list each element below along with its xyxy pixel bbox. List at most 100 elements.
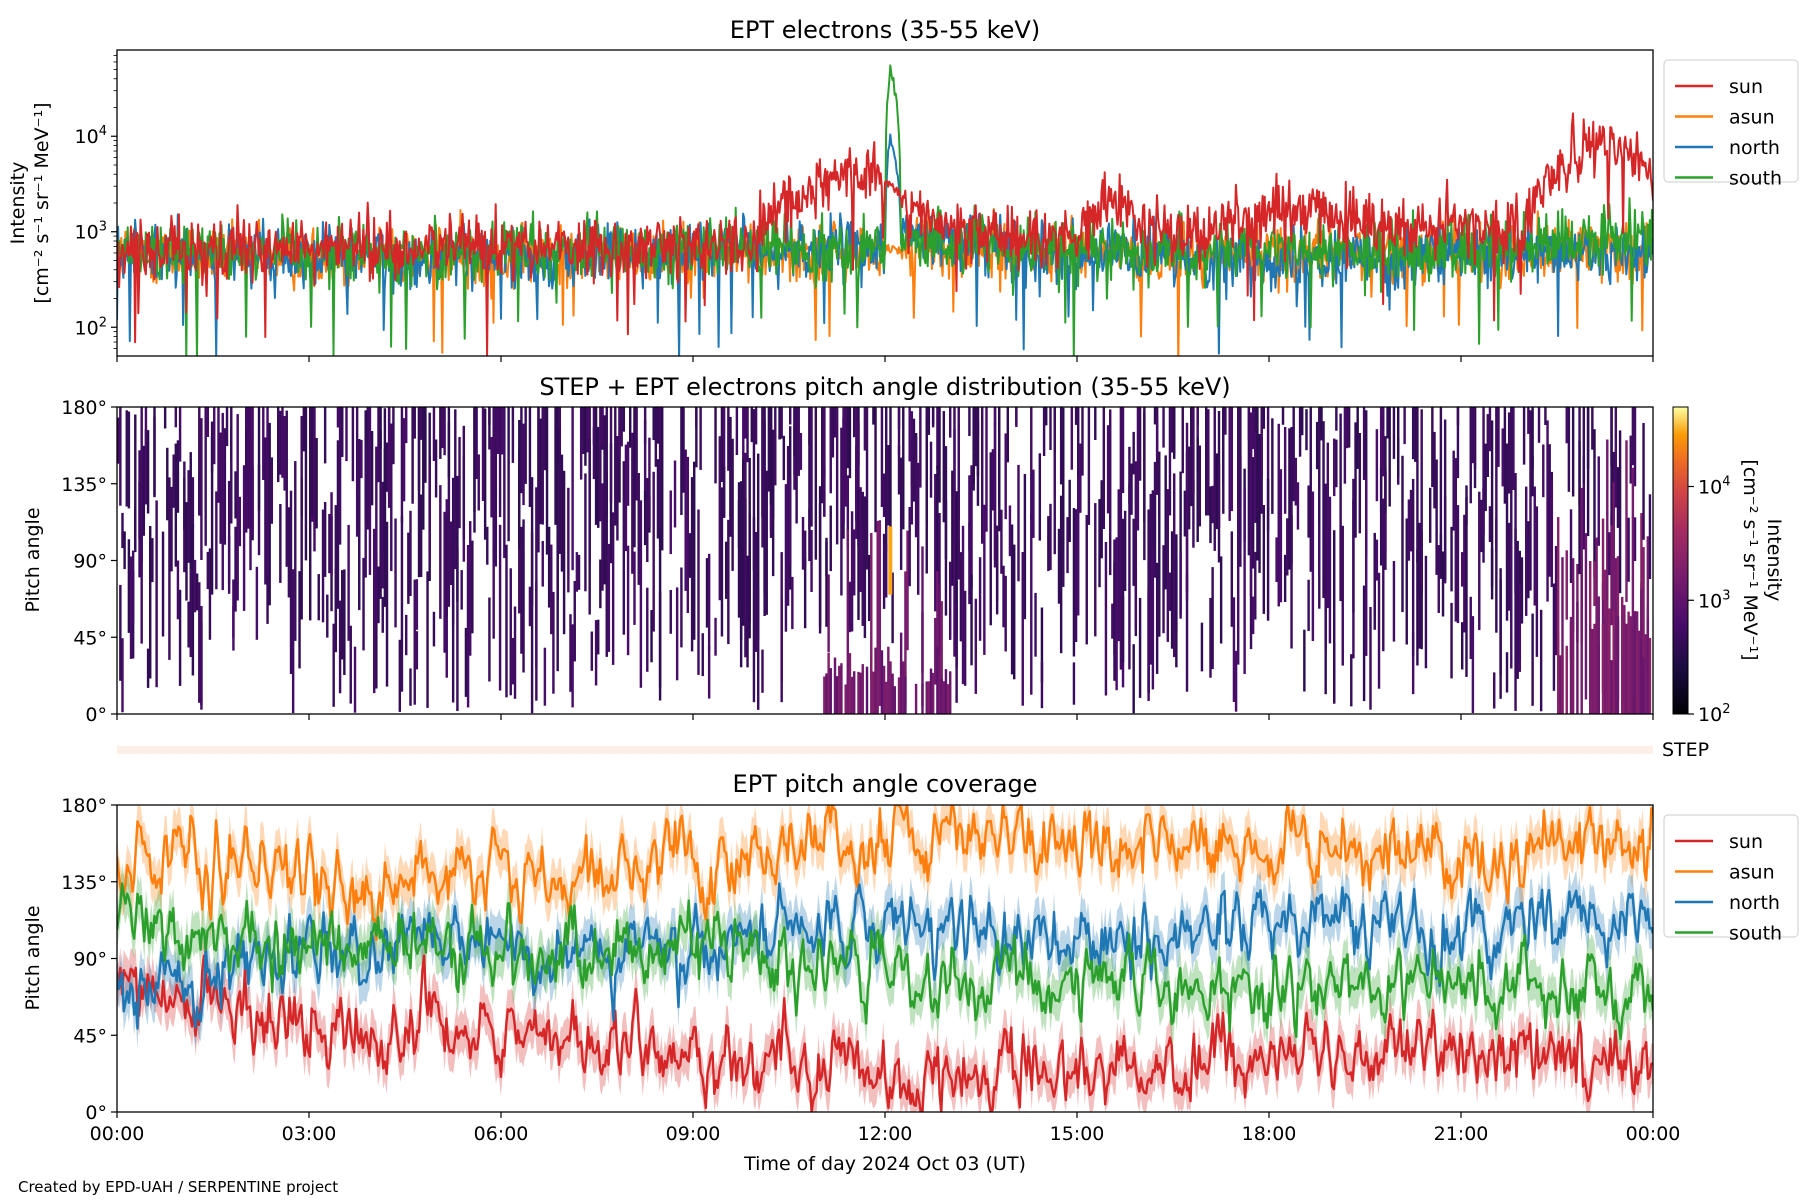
heatmap-cell: [1247, 407, 1251, 441]
heatmap-cell: [1603, 618, 1607, 714]
heatmap-cell: [449, 521, 453, 585]
heatmap-cell: [1606, 599, 1609, 714]
heatmap-cell: [622, 407, 626, 432]
heatmap-cell: [882, 665, 886, 714]
heatmap-cell: [680, 407, 683, 515]
heatmap-cell: [914, 437, 918, 538]
heatmap-cell: [1192, 480, 1195, 548]
heatmap-cell: [300, 416, 303, 516]
heatmap-cell: [616, 436, 619, 541]
heatmap-cell: [185, 502, 188, 601]
heatmap-cell: [332, 623, 335, 707]
heatmap-cell: [358, 439, 361, 610]
heatmap-cell: [761, 407, 764, 517]
heatmap-cell: [974, 598, 978, 694]
heatmap-cell: [919, 407, 922, 488]
heatmap-cell: [208, 548, 212, 640]
heatmap-cell: [567, 487, 570, 593]
heatmap-cell: [1123, 510, 1127, 591]
heatmap-cell: [684, 449, 687, 591]
y-tick-label: 45°: [73, 627, 107, 649]
heatmap-cell: [682, 407, 685, 493]
heatmap-cell: [247, 407, 250, 529]
heatmap-cell: [151, 538, 154, 583]
heatmap-cell: [1591, 629, 1594, 714]
heatmap-cell: [1507, 522, 1511, 611]
heatmap-cell: [520, 407, 523, 494]
heatmap-cell: [409, 668, 412, 706]
heatmap-cell: [718, 436, 722, 601]
heatmap-cell: [897, 445, 901, 495]
heatmap-cell: [454, 409, 457, 545]
heatmap-cell: [1461, 622, 1464, 670]
colorbar-tick-label: 103: [1698, 588, 1730, 612]
heatmap-cell: [1228, 407, 1231, 521]
heatmap-cell: [1277, 423, 1280, 607]
heatmap-cell: [1207, 409, 1210, 516]
heatmap-cell: [1042, 407, 1046, 456]
heatmap-cell: [268, 422, 271, 606]
heatmap-cell: [857, 490, 860, 620]
heatmap-cell: [1113, 562, 1116, 681]
heatmap-cell: [501, 407, 504, 455]
heatmap-cell: [1561, 655, 1564, 714]
heatmap-cell: [688, 533, 692, 578]
heatmap-cell: [643, 491, 647, 546]
heatmap-cell: [1411, 407, 1415, 460]
heatmap-cell: [1612, 482, 1615, 613]
heatmap-cell: [972, 407, 975, 484]
heatmap-cell: [1147, 587, 1150, 701]
heatmap-cell: [752, 517, 756, 703]
heatmap-cell: [978, 557, 982, 641]
heatmap-cell: [1185, 573, 1189, 692]
panel2-yticks: 0° 45° 90° 135° 180°: [61, 397, 117, 726]
heatmap-cell: [315, 438, 318, 529]
heatmap-cell: [166, 447, 169, 521]
heatmap-cell: [543, 407, 547, 471]
heatmap-cell: [119, 407, 122, 506]
heatmap-cell: [784, 484, 788, 632]
heatmap-cell: [731, 438, 734, 571]
legend-box: [1663, 814, 1799, 938]
heatmap-cell: [1507, 412, 1511, 494]
heatmap-cell: [1362, 407, 1366, 480]
series-line-asun: [117, 805, 1653, 941]
heatmap-cell: [631, 432, 634, 574]
heatmap-cell: [121, 638, 124, 713]
heatmap-cell: [904, 571, 907, 706]
heatmap-cell: [887, 646, 890, 714]
heatmap-cell: [1162, 545, 1165, 634]
x-tick-label: 15:00: [1050, 1123, 1105, 1145]
heatmap-cell: [1557, 517, 1560, 703]
heatmap-cell: [835, 676, 839, 714]
heatmap-cell: [1040, 607, 1044, 683]
heatmap-cell: [117, 417, 120, 464]
heatmap-cell: [1486, 414, 1490, 477]
heatmap-cell: [906, 530, 909, 651]
heatmap-cell: [119, 584, 122, 681]
heatmap-cell: [1134, 461, 1138, 627]
heatmap-cell: [1608, 532, 1611, 576]
heatmap-cell: [846, 675, 850, 714]
heatmap-cell: [398, 639, 402, 712]
heatmap-cell: [338, 407, 342, 545]
heatmap-cell: [1102, 407, 1106, 529]
heatmap-cell: [669, 590, 672, 634]
step-strip: [117, 746, 1653, 754]
heatmap-cell: [413, 407, 416, 439]
heatmap-cell: [735, 407, 739, 455]
heatmap-cell: [823, 465, 826, 517]
heatmap-cell: [765, 470, 768, 615]
coverage-band-asun: [117, 805, 1653, 961]
heatmap-cell: [496, 407, 500, 454]
heatmap-cell: [1100, 480, 1103, 559]
heatmap-cell: [929, 441, 933, 498]
heatmap-cell: [1469, 407, 1472, 504]
heatmap-cell: [1550, 478, 1554, 587]
heatmap-cell: [456, 475, 459, 602]
heatmap-cell: [1006, 407, 1010, 463]
heatmap-cell: [1179, 471, 1182, 615]
heatmap-cell: [178, 407, 182, 462]
heatmap-cell: [626, 441, 630, 506]
